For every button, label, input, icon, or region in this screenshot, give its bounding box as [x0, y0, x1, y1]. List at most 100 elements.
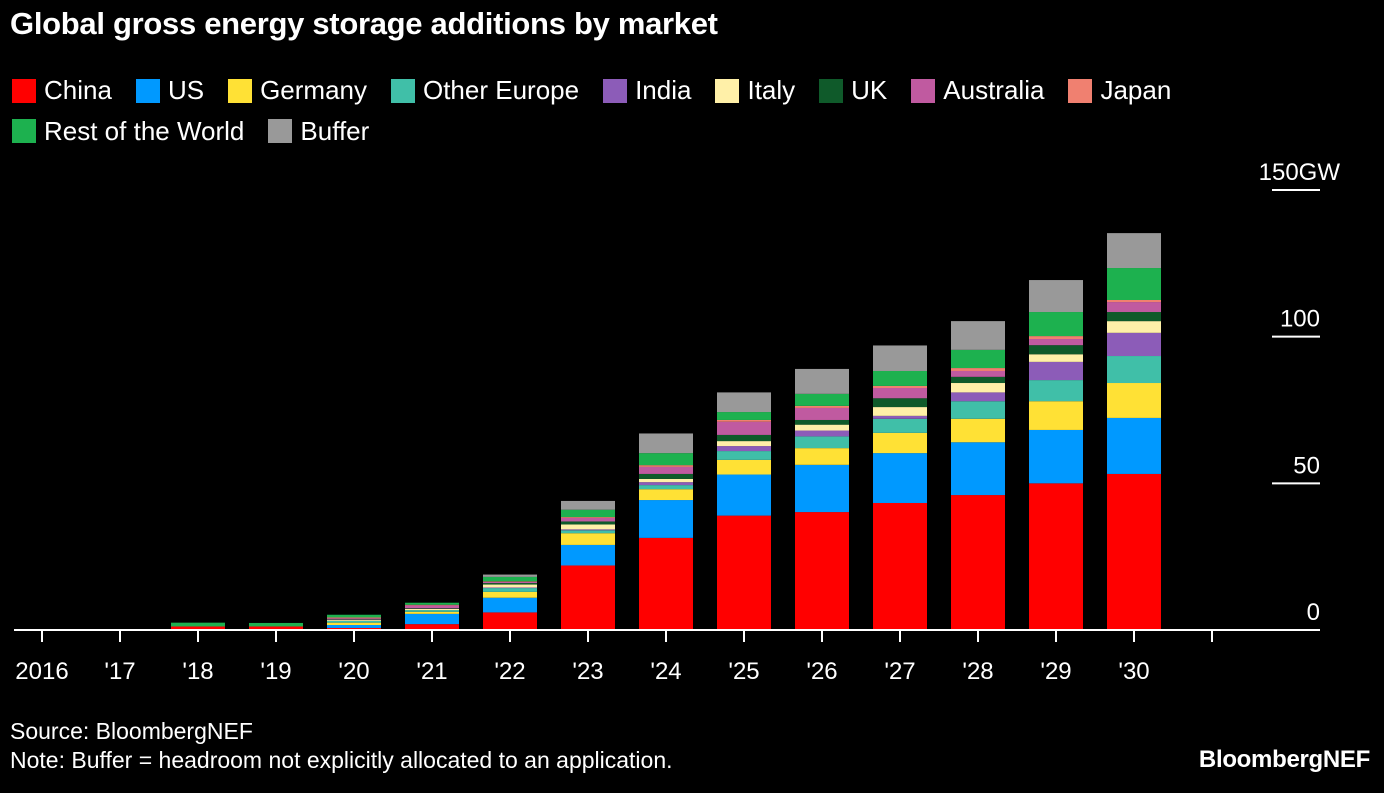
x-tick-label: '21 [416, 658, 447, 685]
bar-segment [327, 625, 381, 628]
x-tick-label: '24 [650, 658, 681, 685]
bar-segment [171, 622, 225, 627]
legend-swatch [715, 78, 740, 103]
bar-segment [483, 597, 537, 613]
legend-swatch [12, 119, 36, 143]
bar-segment [717, 446, 771, 452]
bar-segment [327, 614, 381, 618]
bar-segment [561, 509, 615, 518]
legend-item: India [603, 72, 691, 109]
bar-segment [795, 436, 849, 449]
bar-segment [873, 407, 927, 416]
legend-label: Italy [747, 75, 796, 105]
legend-item: Japan [1068, 72, 1171, 109]
legend-swatch [390, 78, 415, 103]
legend-swatch [12, 78, 36, 103]
bar-segment [483, 588, 537, 592]
bar-segment [795, 368, 849, 394]
bar-segment [795, 405, 849, 408]
x-tick-label: '30 [1118, 658, 1149, 685]
legend-label: India [635, 75, 692, 105]
legend-swatch [228, 78, 253, 103]
bar-segment [1029, 345, 1083, 355]
bar-segment [561, 517, 615, 522]
bar-segment [249, 626, 303, 630]
bar-segment [795, 512, 849, 630]
x-tick-label: '22 [494, 658, 525, 685]
bar-segment [483, 581, 537, 584]
y-tick-label: 0 [1307, 599, 1320, 626]
bar-segment [1029, 354, 1083, 362]
bar-segment [639, 478, 693, 483]
bar-segment [951, 321, 1005, 350]
x-tick-label: '23 [572, 658, 603, 685]
bar-segment [327, 620, 381, 623]
legend-item: Germany [228, 72, 367, 109]
x-tick-label: '28 [962, 658, 993, 685]
bar-segment [561, 524, 615, 530]
bar-segment [561, 521, 615, 525]
bar-segment [951, 418, 1005, 443]
bar-segment [405, 608, 459, 609]
legend-item: China [12, 72, 112, 109]
bar-segment [405, 624, 459, 630]
x-tick-label: '29 [1040, 658, 1071, 685]
bar-segment [951, 368, 1005, 371]
bar-segment [405, 611, 459, 614]
bar-segment [639, 489, 693, 501]
bar-segment [795, 407, 849, 420]
bar-segment [483, 581, 537, 582]
bar-segment [561, 544, 615, 566]
bar-segment [873, 502, 927, 630]
bar-segment [405, 608, 459, 611]
bar-segment [951, 383, 1005, 393]
x-tick-label: '26 [806, 658, 837, 685]
bar-segment [1029, 380, 1083, 402]
bar-segment [873, 385, 927, 388]
bar-segment [873, 453, 927, 503]
bar-segment [1107, 417, 1161, 474]
bar-segment [795, 419, 849, 425]
bar-segment [873, 432, 927, 454]
bar-segment [795, 424, 849, 431]
bar-segment [405, 613, 459, 625]
bar-segment [795, 430, 849, 437]
y-tick-label: 100 [1280, 306, 1320, 333]
legend-label: Buffer [300, 115, 370, 146]
bar-segment [561, 565, 615, 630]
legend-item: UK [819, 72, 887, 109]
bar-segment [327, 618, 381, 620]
legend-label: Germany [260, 75, 367, 105]
bar-segment [873, 398, 927, 408]
x-tick-label: 2016 [15, 658, 68, 685]
bar-segment [483, 612, 537, 630]
bar-segment [639, 537, 693, 630]
bar-segment [483, 574, 537, 577]
bar-segment [717, 515, 771, 630]
legend-swatch [1068, 78, 1093, 103]
y-tick-label: 50 [1293, 452, 1320, 479]
x-tick-label: '18 [182, 658, 213, 685]
bar-segment [717, 392, 771, 413]
y-tick-label: 150GW [1259, 159, 1341, 186]
bar-segment [873, 345, 927, 371]
bar-segment [483, 576, 537, 582]
bar-segment [483, 583, 537, 585]
chart-title: Global gross energy storage additions by… [10, 6, 718, 41]
bar-segment [1029, 280, 1083, 313]
bar-segment [1029, 361, 1083, 381]
legend-swatch [135, 78, 160, 103]
bar-segment [327, 617, 381, 619]
legend: China US Germany Other Europe India Italy UK Au… [12, 72, 1312, 153]
bar-segment [873, 388, 927, 399]
legend-label: UK [851, 75, 888, 105]
bar-segment [1029, 483, 1083, 630]
bar-segment [795, 448, 849, 465]
bar-segment [483, 591, 537, 598]
bar-segment [1107, 473, 1161, 630]
bar-segment [639, 485, 693, 490]
bar-segment [717, 434, 771, 442]
source-text: Source: BloombergNEF [10, 718, 253, 744]
bar-segment [639, 500, 693, 538]
